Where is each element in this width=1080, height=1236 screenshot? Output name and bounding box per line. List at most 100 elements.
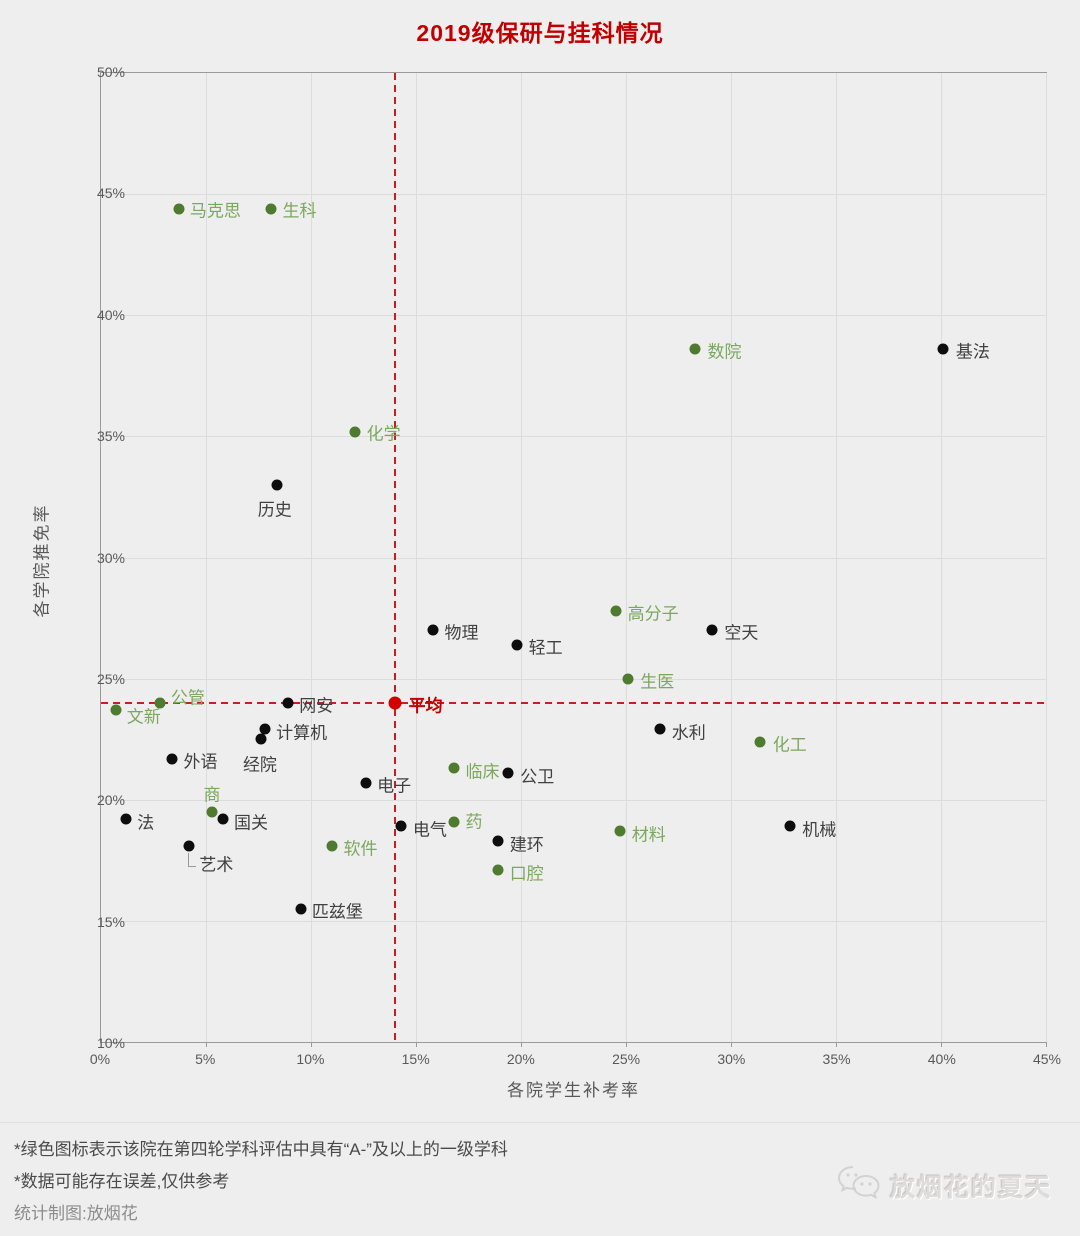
- x-tick-label: 5%: [195, 1051, 216, 1067]
- x-tick-label: 10%: [296, 1051, 325, 1067]
- y-tick-label: 30%: [96, 549, 125, 566]
- data-point-dot: [689, 343, 701, 355]
- data-point-dot: [120, 813, 132, 825]
- data-point-label: 生科: [282, 201, 317, 221]
- data-point-label: 马克思: [189, 201, 241, 221]
- gridline-horizontal: [101, 436, 1046, 438]
- y-tick-label: 20%: [96, 792, 125, 809]
- data-point-dot: [271, 479, 283, 491]
- data-point-dot: [654, 723, 666, 735]
- data-point-label: 口腔: [509, 864, 544, 884]
- x-tick-label: 40%: [927, 1051, 956, 1067]
- data-point-dot: [610, 605, 621, 617]
- gridline-horizontal: [101, 920, 1046, 922]
- data-point-label: 机械: [802, 820, 837, 840]
- x-tick-label: 45%: [1032, 1051, 1062, 1067]
- x-tick-label: 35%: [822, 1051, 851, 1067]
- data-point-dot: [255, 733, 267, 745]
- average-label: 平均: [408, 696, 443, 716]
- data-point-dot: [295, 903, 306, 915]
- x-axis-tick-mark: [311, 1042, 312, 1047]
- gridline-horizontal: [101, 557, 1046, 559]
- data-point-dot: [166, 753, 178, 765]
- y-tick-label: 15%: [96, 913, 125, 930]
- y-axis-title: 各学院推免率: [32, 503, 52, 618]
- credit-line: 统计制图:放烟花: [14, 1204, 138, 1223]
- data-point-label: 艺术: [199, 855, 234, 875]
- data-point-label: 计算机: [276, 723, 328, 743]
- data-point-label: 生医: [640, 672, 675, 692]
- x-tick-label: 15%: [401, 1051, 430, 1067]
- data-point-dot: [706, 624, 718, 636]
- data-point-dot: [217, 813, 229, 825]
- data-point-dot: [360, 777, 372, 789]
- average-crosshair-h: [101, 701, 1046, 704]
- data-point-label: 物理: [444, 623, 479, 643]
- data-point-label: 空天: [724, 623, 759, 643]
- data-point-label: 匹兹堡: [311, 902, 363, 922]
- data-point-label: 网安: [299, 696, 334, 716]
- footnote-green-legend: *绿色图标表示该院在第四轮学科评估中具有“A-”及以上的一级学科: [14, 1140, 508, 1159]
- gridline-horizontal: [101, 799, 1046, 801]
- x-tick-label: 0%: [89, 1051, 111, 1067]
- y-tick-label: 35%: [96, 428, 125, 445]
- wechat-logo-icon: [836, 1164, 882, 1207]
- watermark: 放烟花的夏天: [836, 1164, 1052, 1207]
- data-point-dot: [754, 736, 766, 748]
- data-point-dot: [502, 767, 514, 779]
- plot-area: 基法 历史 物理 空天 轻工 网安 水利 计算机 经院 外语 公卫 电子法 国关 电气 机械 艺术 建环 匹兹堡 马…: [100, 72, 1047, 1047]
- data-point-label: 电子: [377, 776, 412, 796]
- data-point-dot: [265, 203, 277, 215]
- y-tick-label: 50%: [96, 64, 125, 80]
- data-point-dot: [511, 639, 523, 651]
- average-crosshair-v: [394, 73, 396, 1042]
- chart-footer-divider: [0, 1122, 1080, 1123]
- x-axis-tick-mark: [415, 1042, 417, 1047]
- x-axis-tick-mark: [730, 1042, 732, 1047]
- data-point-dot: [492, 835, 504, 847]
- y-tick-label: 40%: [96, 306, 125, 323]
- data-point-dot: [183, 840, 195, 852]
- data-point-label: 建环: [509, 835, 544, 855]
- data-point-dot: [282, 697, 294, 709]
- label-leader-line: [188, 853, 197, 868]
- x-tick-label: 20%: [506, 1051, 535, 1067]
- watermark-text: 放烟花的夏天: [890, 1173, 1053, 1202]
- gridline-horizontal: [101, 678, 1046, 680]
- x-axis-tick-mark: [941, 1042, 942, 1047]
- data-point-label: 经院: [242, 755, 277, 775]
- data-point-label: 法: [137, 813, 155, 833]
- x-axis-title: 各院学生补考率: [507, 1081, 640, 1100]
- x-axis-tick-mark: [1046, 1042, 1047, 1047]
- x-tick-label: 25%: [612, 1051, 641, 1067]
- x-tick-label: 30%: [717, 1051, 746, 1067]
- x-axis-tick-mark: [521, 1042, 522, 1047]
- data-point-label: 公管: [170, 688, 205, 708]
- data-point-label: 电气: [412, 820, 447, 840]
- data-point-label: 国关: [234, 813, 269, 833]
- data-point-label: 公卫: [520, 767, 555, 787]
- data-point-label: 材料: [631, 825, 666, 845]
- data-point-label: 历史: [257, 500, 292, 520]
- y-tick-label: 25%: [96, 670, 125, 687]
- data-point-label: 临床: [465, 762, 500, 782]
- data-point-dot: [427, 624, 439, 636]
- data-point-label: 水利: [671, 723, 706, 743]
- gridline-horizontal: [101, 315, 1046, 317]
- footnote-disclaimer: *数据可能存在误差,仅供参考: [14, 1172, 230, 1191]
- data-point-dot: [614, 825, 626, 837]
- data-point-label: 基法: [955, 342, 990, 362]
- data-point-label: 软件: [343, 839, 378, 859]
- data-point-dot: [448, 762, 460, 774]
- data-point-label: 化学: [366, 424, 401, 444]
- y-tick-label: 45%: [96, 185, 125, 202]
- data-point-dot: [395, 820, 407, 832]
- x-axis-tick-mark: [206, 1042, 207, 1047]
- data-point-dot: [259, 723, 271, 735]
- data-point-dot: [784, 820, 796, 832]
- chart-title: 2019级保研与挂科情况: [416, 20, 664, 46]
- data-point-dot: [173, 203, 185, 215]
- data-point-label: 数院: [707, 342, 742, 362]
- x-axis-tick-mark: [626, 1042, 627, 1047]
- footnotes: *绿色图标表示该院在第四轮学科评估中具有“A-”及以上的一级学科 *数据可能存在…: [14, 1134, 508, 1230]
